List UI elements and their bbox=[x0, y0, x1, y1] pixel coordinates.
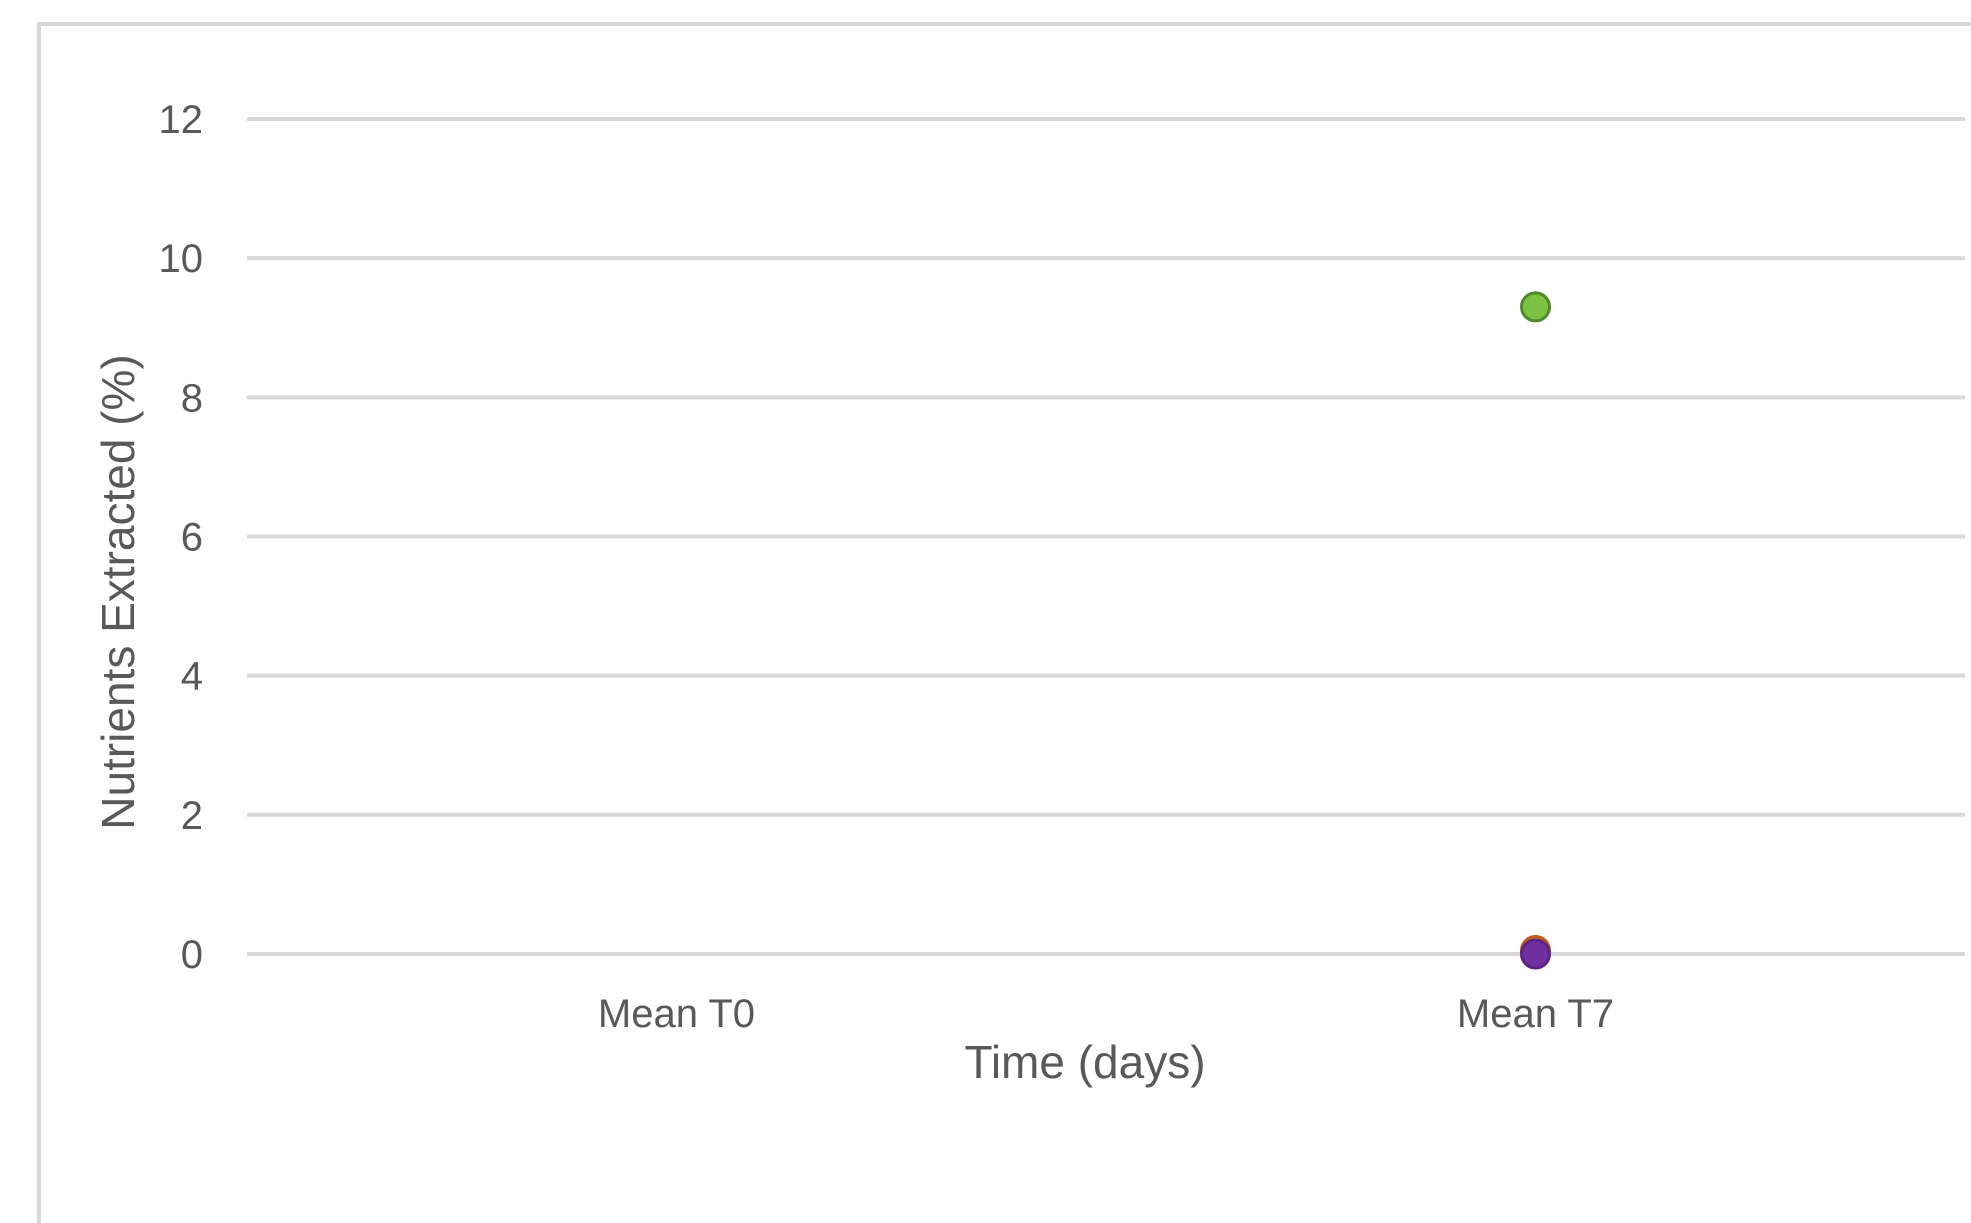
x-tick-label: Mean T0 bbox=[598, 992, 755, 1036]
x-axis-title: Time (days) bbox=[964, 1036, 1205, 1088]
data-point-series-3 bbox=[1520, 938, 1551, 970]
y-tick-label: 10 bbox=[159, 237, 204, 281]
gridlines bbox=[247, 117, 1965, 956]
y-tick-label: 4 bbox=[181, 655, 203, 699]
y-tick-labels: 0 2 4 6 8 10 12 bbox=[159, 98, 204, 977]
y-axis-title: Nutrients Extracted (%) bbox=[92, 354, 144, 829]
data-point-series-1 bbox=[1520, 291, 1551, 323]
y-tick-label: 8 bbox=[181, 376, 203, 420]
x-tick-label: Mean T7 bbox=[1457, 992, 1614, 1036]
data-points bbox=[1520, 291, 1551, 970]
x-tick-labels: Mean T0 Mean T7 bbox=[598, 992, 1614, 1036]
y-tick-label: 2 bbox=[181, 794, 203, 838]
y-tick-label: 6 bbox=[181, 516, 203, 560]
chart-frame bbox=[37, 22, 1971, 1223]
y-tick-label: 0 bbox=[181, 933, 203, 977]
y-tick-label: 12 bbox=[159, 98, 204, 142]
